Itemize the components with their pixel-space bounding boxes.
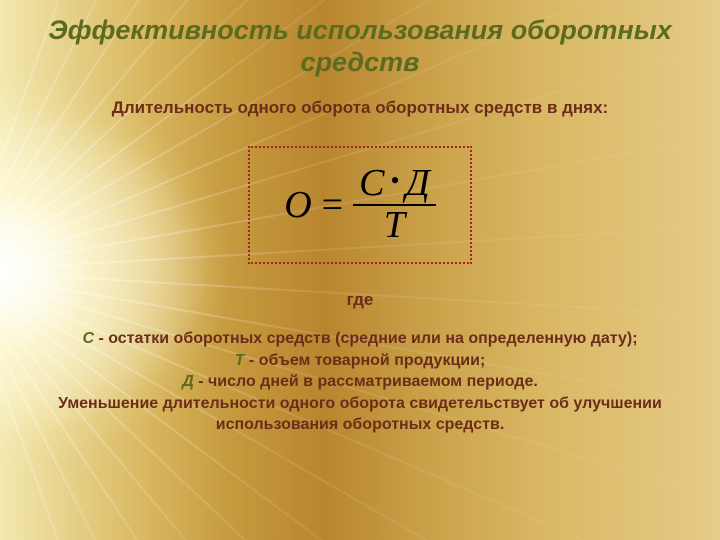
- formula-container: О = С • Д Т: [44, 146, 676, 264]
- slide-title: Эффективность использования оборотных ср…: [44, 14, 676, 79]
- legend-text-t: - объем товарной продукции;: [244, 352, 485, 369]
- legend-text-s: - остатки оборотных средств (средние или…: [94, 330, 638, 347]
- slide-subtitle: Длительность одного оборота оборотных ср…: [44, 97, 676, 118]
- formula-box: О = С • Д Т: [248, 146, 472, 264]
- slide: Эффективность использования оборотных ср…: [0, 0, 720, 540]
- legend-tail: Уменьшение длительности одного оборота с…: [58, 395, 662, 434]
- slide-content: Эффективность использования оборотных ср…: [0, 0, 720, 540]
- formula-eq: =: [322, 183, 343, 227]
- legend-sym-d: Д: [182, 373, 194, 390]
- where-label: где: [44, 290, 676, 310]
- dot-operator: •: [390, 168, 399, 194]
- legend-sym-s: С: [82, 330, 94, 347]
- formula-lhs: О: [284, 183, 311, 227]
- legend-text-d: - число дней в рассматриваемом периоде.: [194, 373, 538, 390]
- den: Т: [384, 206, 405, 244]
- fraction-denominator: Т: [378, 206, 411, 246]
- num-a: С: [359, 164, 384, 202]
- formula: О = С • Д Т: [284, 164, 436, 246]
- num-b: Д: [406, 164, 430, 202]
- fraction-numerator: С • Д: [353, 164, 436, 204]
- legend: С - остатки оборотных средств (средние и…: [44, 328, 676, 436]
- formula-fraction: С • Д Т: [353, 164, 436, 246]
